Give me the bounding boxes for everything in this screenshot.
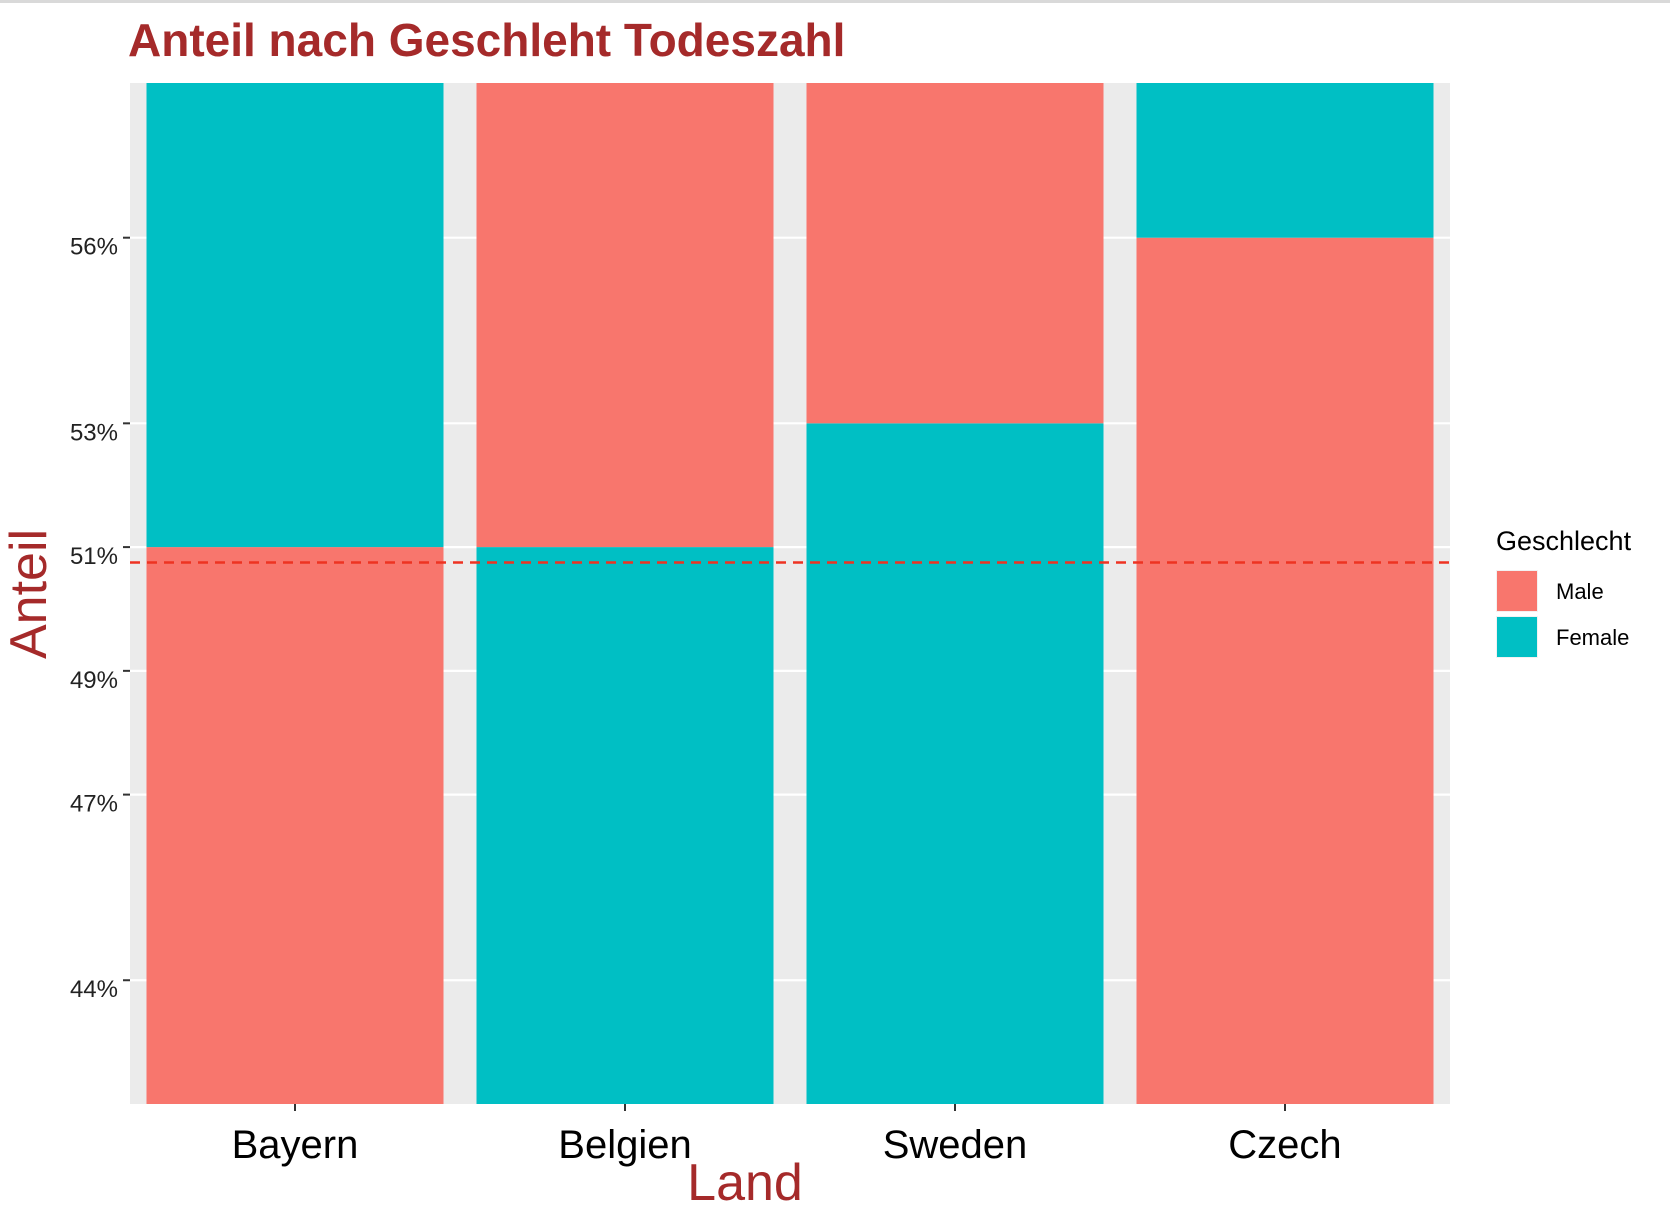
y-tick-label: 44% — [70, 976, 118, 1003]
bar-czech-male — [1136, 237, 1434, 1105]
x-tick-label: Sweden — [883, 1123, 1028, 1167]
bars — [146, 83, 1434, 1105]
window-top-border — [0, 0, 1670, 3]
legend: Geschlecht Male Female — [1496, 526, 1632, 658]
x-tick-label: Belgien — [558, 1123, 691, 1167]
y-tick-label: 49% — [70, 667, 118, 694]
legend-label-female: Female — [1556, 625, 1629, 650]
bar-czech-female — [1136, 83, 1434, 238]
legend-label-male: Male — [1556, 579, 1604, 604]
y-tick-label: 56% — [70, 234, 118, 261]
y-tick-label: 51% — [70, 543, 118, 570]
bar-sweden-male — [806, 83, 1104, 424]
chart-title: Anteil nach Geschleht Todeszahl — [128, 14, 845, 66]
bar-belgien-male — [476, 83, 774, 548]
y-tick-label: 53% — [70, 419, 118, 446]
y-axis-title: Anteil — [0, 529, 58, 659]
legend-title: Geschlecht — [1496, 526, 1632, 556]
bar-bayern-male — [146, 547, 444, 1104]
y-tick-label: 47% — [70, 791, 118, 818]
legend-swatch-male — [1497, 571, 1537, 611]
bar-belgien-female — [476, 547, 774, 1104]
bar-sweden-female — [806, 423, 1104, 1104]
x-axis: Bayern Belgien Sweden Czech — [232, 1104, 1342, 1167]
x-axis-title: Land — [687, 1154, 803, 1212]
y-axis: 44% 47% 49% 51% 53% 56% — [70, 234, 130, 1003]
x-tick-label: Bayern — [232, 1123, 359, 1167]
legend-swatch-female — [1497, 617, 1537, 657]
bar-bayern-female — [146, 83, 444, 548]
x-tick-label: Czech — [1228, 1123, 1341, 1167]
